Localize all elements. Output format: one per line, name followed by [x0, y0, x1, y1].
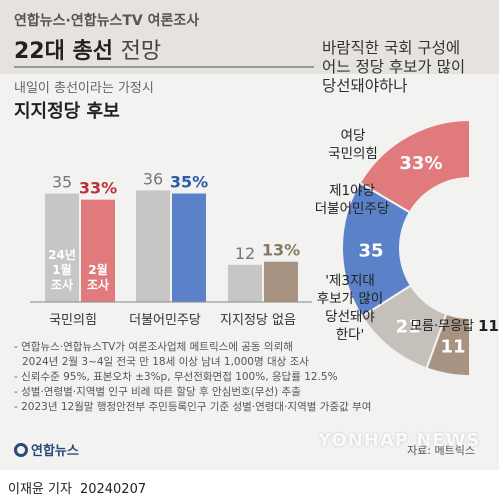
donut-outer-value: 11 — [478, 317, 499, 335]
bar-feb — [172, 193, 206, 302]
bar-section-caption: 내일이 총선이라는 가정시 — [14, 81, 154, 96]
note-line: 2024년 2월 3~4일 전국 만 18세 이상 남녀 1,000명 대상 조… — [22, 356, 309, 368]
legend-feb-label: 2월 — [88, 262, 107, 277]
donut-title-line: 어느 정당 후보가 많이 — [322, 58, 465, 76]
legend-jan-label: 24년 — [48, 248, 76, 262]
value-label-feb: 33% — [79, 179, 117, 198]
yonhap-logo: 연합뉴스 — [14, 440, 79, 459]
donut-slice — [425, 312, 471, 378]
donut-slice-label: 35 — [358, 241, 383, 262]
donut-title-line: 바람직한 국회 구성에 — [322, 39, 460, 57]
survey-notes: - 연합뉴스·연합뉴스TV가 여론조사업체 메트릭스에 공동 의뢰해 2024년… — [14, 340, 454, 415]
legend-jan-label: 1월 — [52, 262, 71, 277]
donut-outer-label: 모름·무응답 — [410, 319, 474, 334]
note-line: - 신뢰수준 95%, 표본오차 ±3%p, 무선전화면접 100%, 응답률 … — [14, 371, 338, 383]
bar-jan — [136, 190, 170, 302]
value-label-jan: 35 — [52, 173, 72, 192]
header-band — [0, 0, 499, 74]
value-label-jan: 36 — [143, 169, 163, 188]
bar-feb — [264, 261, 298, 302]
category-label: 지지정당 없음 — [220, 313, 296, 328]
donut-outer-label: 더불어민주당 — [315, 201, 390, 217]
note-line: - 성별·연령별·지역별 인구 비례 따른 할당 후 안심번호(무선) 추출 — [14, 386, 301, 398]
donut-slice-label: 33% — [399, 153, 442, 174]
donut-outer-label: 당선돼야 — [325, 309, 375, 325]
category-label: 국민의힘 — [49, 313, 97, 328]
header-title-bold: 22대 총선 — [14, 39, 113, 64]
bar-feb — [81, 199, 115, 302]
donut-slice-label: 11 — [440, 337, 465, 358]
header-title-light: 전망 — [120, 39, 162, 64]
footer: 이재윤 기자 20240207 — [8, 478, 154, 497]
bar-section-title: 지지정당 후보 — [14, 101, 120, 122]
value-label-feb: 35% — [170, 173, 208, 192]
logo-text: 연합뉴스 — [31, 444, 79, 459]
footer-author: 이재윤 기자 — [8, 482, 72, 497]
value-label-feb: 13% — [262, 241, 300, 260]
header-title: 22대 총선 전망 — [14, 33, 161, 65]
yonhap-logo-icon — [14, 443, 28, 457]
bar-jan — [45, 193, 79, 302]
source-text: 자료: 메트릭스 — [407, 444, 475, 457]
note-line: - 2023년 12월말 행정안전부 주민등록인구 기준 성별·연령대·지역별 … — [14, 401, 372, 413]
legend-jan-label: 조사 — [51, 277, 73, 292]
donut-outer-label: 국민의힘 — [328, 146, 378, 162]
donut-outer-label: 후보가 많이 — [317, 291, 383, 307]
donut-title-line: 당선돼야하나 — [322, 77, 408, 95]
bar-jan — [228, 264, 262, 302]
header-rule — [14, 66, 314, 68]
footer-date: 20240207 — [79, 482, 147, 497]
donut-outer-label: 한다' — [336, 327, 365, 343]
donut-outer-label: '제3지대 — [325, 273, 375, 289]
legend-feb-label: 조사 — [87, 277, 109, 292]
header-subtitle: 연합뉴스·연합뉴스TV 여론조사 — [14, 13, 200, 29]
donut-outer-label: 제1야당 — [329, 183, 375, 199]
donut-outer-label: 여당 — [341, 128, 366, 144]
watermark: YONHAP NEWS — [318, 430, 481, 451]
note-line: - 연합뉴스·연합뉴스TV가 여론조사업체 메트릭스에 공동 의뢰해 — [14, 341, 293, 353]
value-label-jan: 12 — [235, 244, 255, 263]
category-label: 더불어민주당 — [129, 313, 201, 328]
donut-slice-label: 21 — [396, 316, 421, 337]
